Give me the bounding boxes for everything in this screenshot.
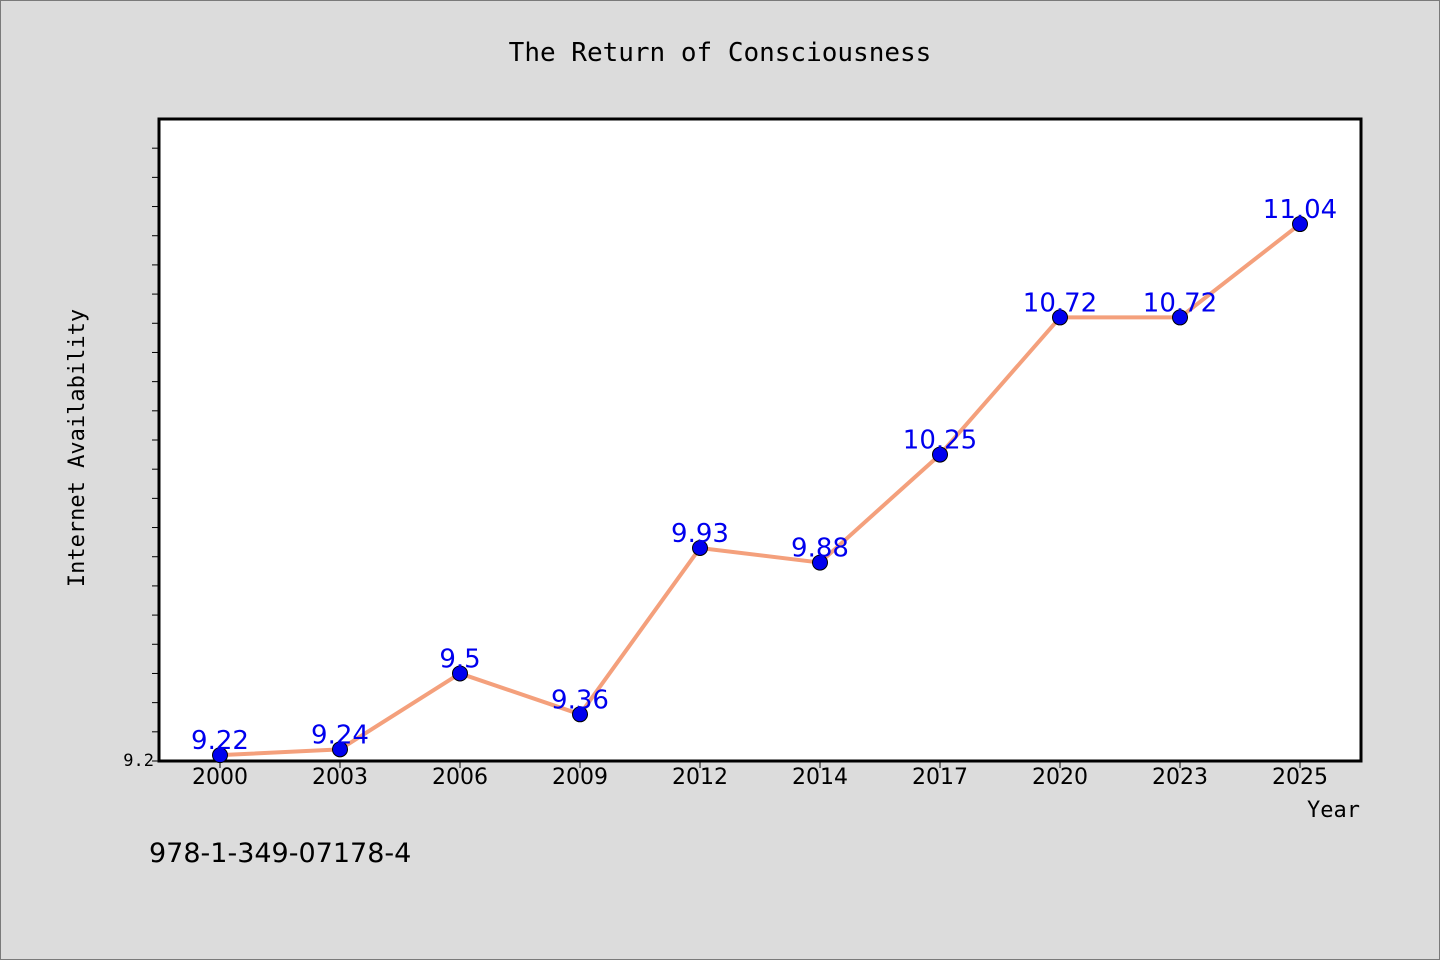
x-tick-label: 2012 <box>672 765 728 790</box>
data-point-marker <box>932 446 948 463</box>
data-label: 10.72 <box>1143 288 1217 318</box>
data-label: 9.22 <box>191 726 249 756</box>
data-point-marker <box>812 554 828 571</box>
data-point-marker <box>212 747 228 764</box>
data-label: 9.36 <box>551 685 609 715</box>
x-tick-label: 2000 <box>192 765 248 790</box>
data-point-marker <box>332 741 348 758</box>
data-label: 10.25 <box>903 426 977 456</box>
data-label: 9.88 <box>791 534 849 564</box>
plot-area <box>157 117 1363 763</box>
y-axis-ticks: 9.2 <box>123 147 159 771</box>
x-tick-label: 2020 <box>1032 765 1088 790</box>
data-label: 9.5 <box>439 644 480 674</box>
series-group: 9.22 9.24 9.5 9.36 9.93 9.88 10.25 10.72 10.72 11… <box>191 195 1337 764</box>
series-line <box>219 222 1302 758</box>
data-point-marker <box>1172 309 1188 326</box>
isbn-annotation: 978-1-349-07178-4 <box>149 838 411 869</box>
data-point-marker <box>452 665 468 682</box>
x-tick-label: 2014 <box>792 765 848 790</box>
data-label: 9.93 <box>671 519 729 549</box>
x-tick-label: 2023 <box>1152 765 1208 790</box>
x-tick-label: 2009 <box>552 765 608 790</box>
x-axis-ticks: 2000 2003 2006 2009 2012 2014 2017 2020 2023 2025 <box>192 761 1328 790</box>
data-label: 11.04 <box>1263 195 1337 225</box>
data-label: 9.24 <box>311 720 369 750</box>
x-tick-label: 2025 <box>1272 765 1328 790</box>
x-tick-label: 2003 <box>312 765 368 790</box>
data-point-marker <box>572 706 588 723</box>
data-point-marker <box>692 539 708 556</box>
x-axis-label: Year <box>1307 798 1360 823</box>
y-axis-label: Internet Availability <box>65 309 90 587</box>
x-tick-label: 2017 <box>912 765 968 790</box>
x-tick-label: 2006 <box>432 765 488 790</box>
data-point-marker <box>1292 216 1308 233</box>
y-tick-label: 9.2 <box>123 751 154 771</box>
data-point-marker <box>1052 309 1068 326</box>
chart-title: The Return of Consciousness <box>509 38 932 68</box>
data-label: 10.72 <box>1023 288 1097 318</box>
